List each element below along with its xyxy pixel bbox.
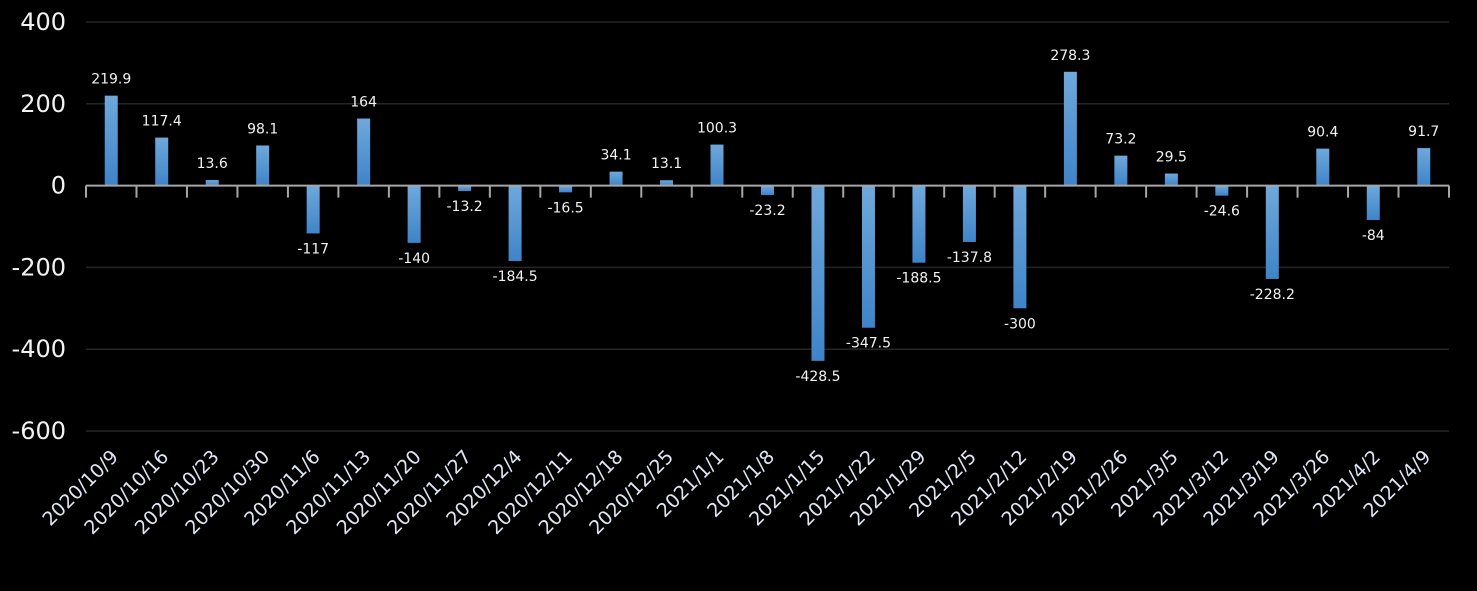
bar [1265, 185, 1279, 279]
data-label: 34.1 [600, 148, 631, 164]
bar [761, 185, 774, 196]
bar [912, 185, 926, 263]
bar [811, 185, 825, 361]
y-tick-label: -400 [12, 335, 66, 363]
data-label: -188.5 [896, 271, 941, 287]
y-tick-label: 400 [20, 8, 66, 36]
data-label: -184.5 [493, 269, 538, 285]
data-label: -16.5 [547, 200, 583, 216]
data-label: -23.2 [749, 203, 785, 219]
bar [1316, 148, 1330, 186]
bar [205, 180, 219, 186]
bar [1013, 185, 1027, 309]
y-tick-label: 200 [20, 90, 66, 118]
y-tick-label: -200 [12, 253, 66, 281]
bar [1164, 173, 1178, 186]
data-label: 73.2 [1105, 132, 1136, 148]
data-label: 90.4 [1307, 125, 1338, 141]
bar [1114, 155, 1128, 186]
bar [458, 185, 472, 191]
bar [407, 185, 421, 243]
data-label: -300 [1004, 316, 1036, 332]
data-label: -137.8 [947, 250, 992, 266]
bar [660, 180, 674, 186]
y-tick-label: -600 [12, 417, 66, 445]
data-label: -140 [398, 251, 430, 267]
data-label: 278.3 [1050, 48, 1090, 64]
bar [155, 137, 169, 186]
data-label: 29.5 [1156, 150, 1187, 166]
y-tick-label: 0 [51, 172, 66, 200]
bar [256, 145, 270, 186]
bar [559, 185, 573, 193]
data-label: -228.2 [1250, 287, 1295, 303]
data-label: 13.6 [197, 156, 228, 172]
bar [1417, 148, 1431, 186]
bar [104, 95, 118, 186]
bar [710, 144, 724, 186]
data-label: -13.2 [446, 199, 482, 215]
data-label: 13.1 [651, 156, 682, 172]
data-label: -24.6 [1204, 204, 1240, 220]
bar [1215, 185, 1229, 196]
data-label: -117 [297, 241, 329, 257]
bar [962, 185, 976, 242]
bar [306, 185, 320, 234]
data-label: 98.1 [247, 121, 278, 137]
bar [861, 185, 875, 328]
data-label: 117.4 [142, 114, 182, 130]
data-label: -347.5 [846, 336, 891, 352]
data-label: 91.7 [1408, 124, 1439, 140]
data-label: 164 [350, 95, 377, 111]
bar [357, 118, 371, 186]
data-label: -84 [1362, 228, 1385, 244]
bar [1366, 185, 1380, 220]
data-label: -428.5 [795, 369, 840, 385]
bar [609, 171, 623, 186]
bar [1063, 71, 1077, 186]
data-label: 100.3 [697, 121, 737, 137]
data-label: 219.9 [91, 72, 131, 88]
bar [508, 185, 522, 262]
